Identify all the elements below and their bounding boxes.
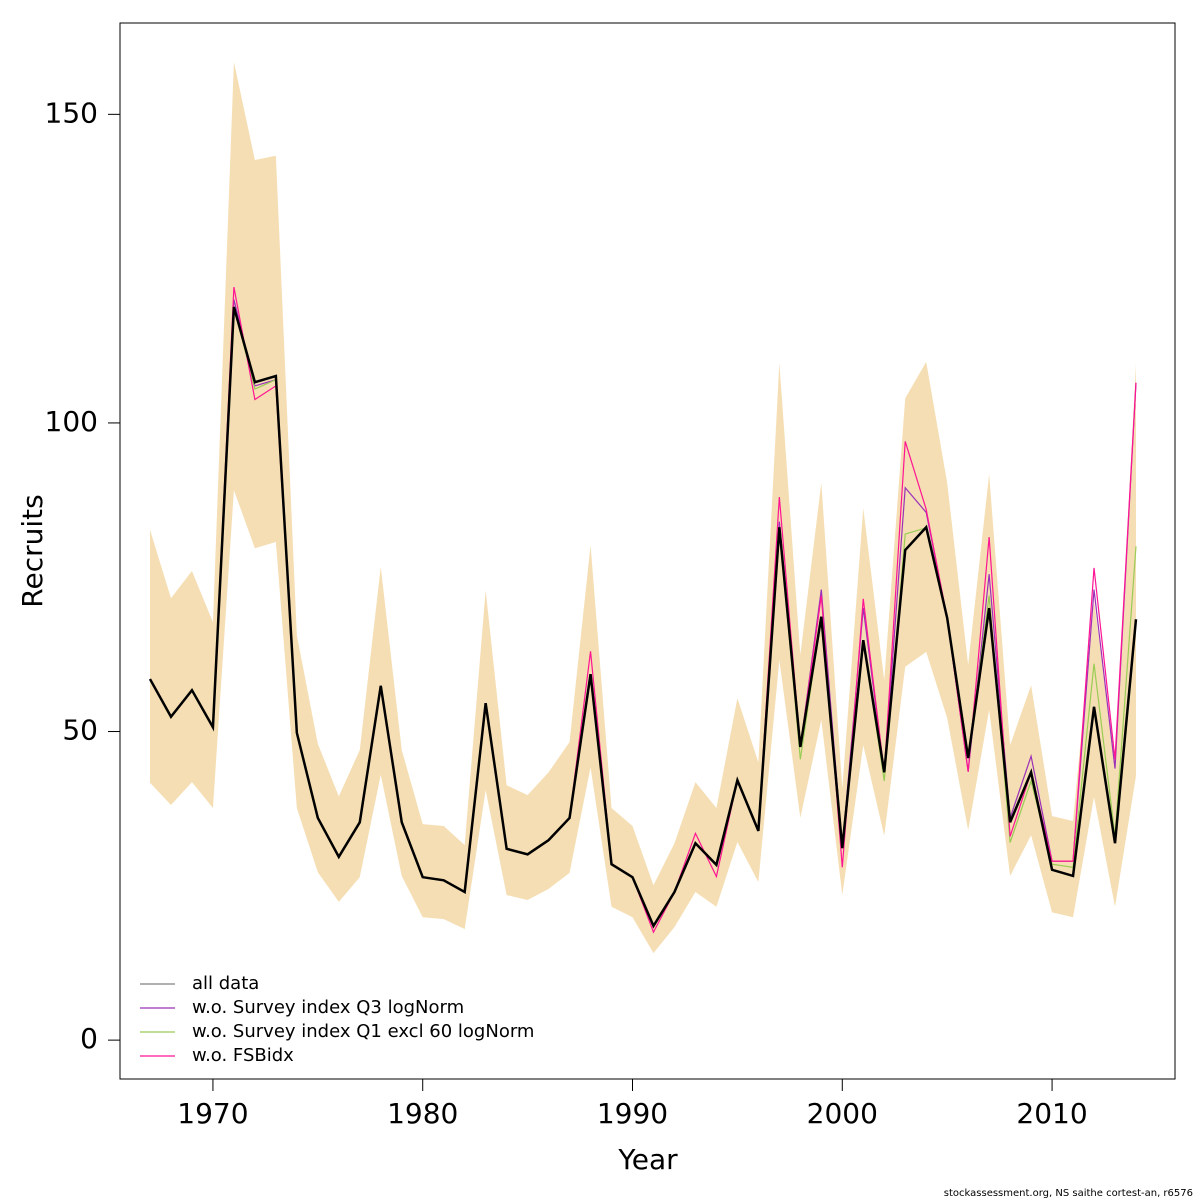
y-tick-label: 0 bbox=[80, 1022, 98, 1055]
legend-label: w.o. Survey index Q1 excl 60 logNorm bbox=[192, 1021, 534, 1042]
x-tick-label: 1990 bbox=[597, 1097, 668, 1130]
x-tick-label: 2010 bbox=[1016, 1097, 1087, 1130]
y-tick-label: 100 bbox=[45, 405, 98, 438]
legend-label: w.o. FSBidx bbox=[192, 1045, 294, 1066]
plot-frame bbox=[119, 22, 1176, 1080]
x-tick-label: 2000 bbox=[807, 1097, 878, 1130]
x-tick-label: 1970 bbox=[177, 1097, 248, 1130]
footnote: stockassessment.org, NS saithe cortest-a… bbox=[944, 1188, 1193, 1199]
legend-label: w.o. Survey index Q3 logNorm bbox=[192, 997, 464, 1018]
confidence-band bbox=[149, 61, 1136, 954]
y-axis-label: Recruits bbox=[16, 494, 49, 607]
x-tick-label: 1980 bbox=[387, 1097, 458, 1130]
y-tick-label: 50 bbox=[62, 714, 98, 747]
series-line bbox=[148, 306, 1138, 929]
x-axis-label: Year bbox=[617, 1143, 678, 1176]
y-tick-label: 150 bbox=[45, 96, 98, 129]
legend-label: all data bbox=[192, 973, 259, 994]
